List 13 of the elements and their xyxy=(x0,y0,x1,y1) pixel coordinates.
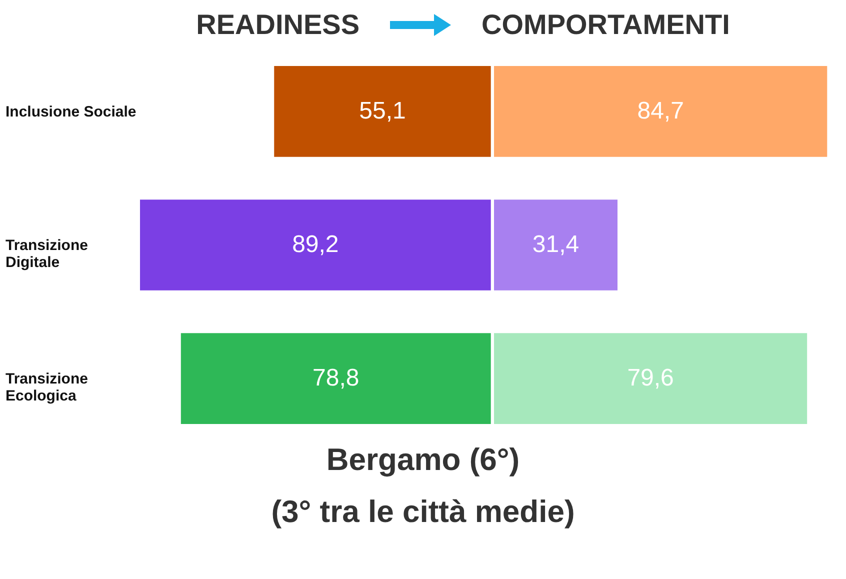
series-label: COMPORTAMENTI xyxy=(482,9,730,41)
series-label: READINESS xyxy=(196,9,360,41)
y-tick-label: Transizione Ecologica xyxy=(6,370,88,405)
data-label: 31,4 xyxy=(532,231,579,258)
data-label: 79,6 xyxy=(627,364,674,392)
data-label: 84,7 xyxy=(637,97,684,124)
y-tick-label: Inclusione Sociale xyxy=(6,103,136,120)
text: Bergamo (6°) xyxy=(325,441,521,479)
data-label: 89,2 xyxy=(292,231,339,258)
text: (3° tra le città medie) xyxy=(270,493,576,531)
y-tick-label: Transizione Digitale xyxy=(6,237,88,271)
data-label: 78,8 xyxy=(312,364,360,392)
data-label: 55,1 xyxy=(359,97,406,124)
